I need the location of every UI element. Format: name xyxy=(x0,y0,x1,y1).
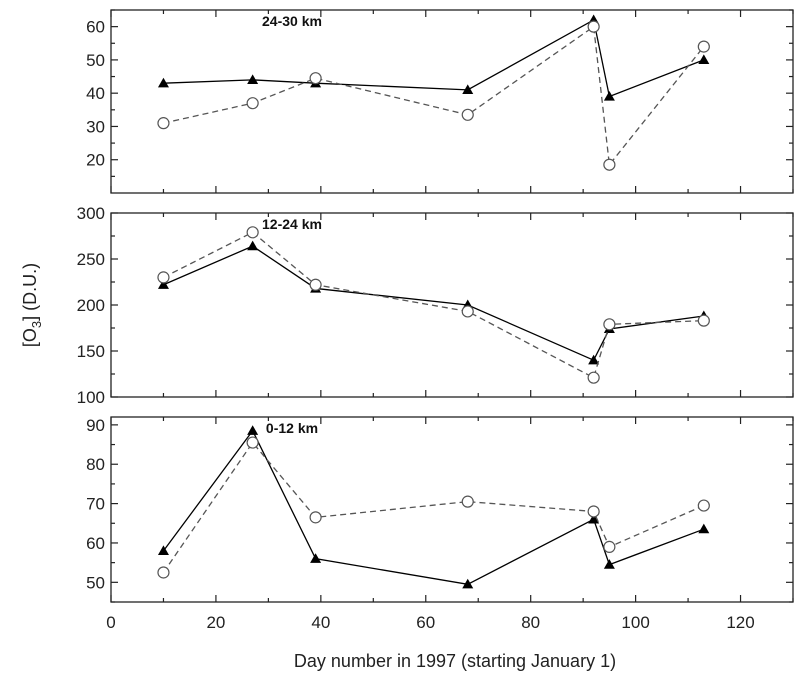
series-line-2 xyxy=(162,441,705,573)
triangle-marker xyxy=(247,240,259,251)
circle-marker xyxy=(157,117,170,130)
triangle-marker xyxy=(698,54,710,65)
x-tick-label: 40 xyxy=(311,613,330,632)
circle-marker xyxy=(309,511,322,524)
series-line-1 xyxy=(163,245,704,362)
y-label-subscript: 3 xyxy=(29,321,44,328)
circle-marker xyxy=(461,495,474,508)
y-tick-label: 50 xyxy=(86,573,105,592)
circle-marker xyxy=(587,20,600,33)
circle-marker xyxy=(587,505,600,518)
y-tick-label: 50 xyxy=(86,51,105,70)
panel-title: 0-12 km xyxy=(266,420,318,436)
triangle-marker xyxy=(247,425,259,435)
circle-marker xyxy=(246,97,259,110)
panel-title: 24-30 km xyxy=(262,13,322,29)
circle-marker xyxy=(157,566,170,579)
y-tick-label: 200 xyxy=(77,296,105,315)
panel-frame xyxy=(110,416,794,603)
y-tick-label: 150 xyxy=(77,342,105,361)
y-tick-label: 100 xyxy=(77,388,105,407)
y-tick-label: 60 xyxy=(86,534,105,553)
circle-marker xyxy=(603,318,616,331)
triangle-marker xyxy=(588,513,600,524)
triangle-marker xyxy=(588,354,600,365)
x-tick-label: 0 xyxy=(106,613,115,632)
y-tick-label: 70 xyxy=(86,495,105,514)
circle-marker xyxy=(603,158,616,171)
triangle-marker xyxy=(698,523,710,534)
triangle-marker xyxy=(157,279,169,289)
panel-1: 20 30 40 50 60 24-30 km xyxy=(86,9,794,194)
panel-3: 50 60 70 80 90 0-12 km xyxy=(86,416,794,603)
circle-marker xyxy=(697,499,710,512)
panel-frame xyxy=(110,9,794,194)
y-tick-label: 80 xyxy=(86,455,105,474)
x-tick-label: 20 xyxy=(206,613,225,632)
circle-marker xyxy=(461,108,474,121)
x-axis-label: Day number in 1997 (starting January 1) xyxy=(294,651,616,671)
triangle-marker xyxy=(462,578,474,589)
circle-marker xyxy=(697,40,710,53)
circle-marker xyxy=(697,314,710,327)
triangle-marker xyxy=(462,84,474,94)
y-axis-label: [O3] (D.U.) xyxy=(20,263,44,347)
y-tick-label: 300 xyxy=(77,204,105,223)
y-label-prefix: [O xyxy=(20,328,40,347)
triangle-marker xyxy=(603,559,615,569)
circle-marker xyxy=(246,226,259,239)
circle-marker xyxy=(157,271,170,284)
x-tick-label: 120 xyxy=(726,613,754,632)
y-tick-label: 250 xyxy=(77,250,105,269)
x-tick-label: 60 xyxy=(416,613,435,632)
triangle-marker xyxy=(157,545,169,555)
series-line-1 xyxy=(163,18,705,98)
triangle-marker xyxy=(157,77,169,88)
panel-title: 12-24 km xyxy=(262,216,322,232)
circle-marker xyxy=(309,278,322,291)
x-tick-label: 100 xyxy=(621,613,649,632)
triangle-marker xyxy=(247,74,259,84)
circle-marker xyxy=(246,436,259,449)
circle-marker xyxy=(603,540,616,553)
panel-frame xyxy=(110,212,794,398)
circle-marker xyxy=(309,72,322,85)
x-tick-label: 80 xyxy=(521,613,540,632)
series-line-2 xyxy=(163,231,704,379)
triangle-marker xyxy=(603,91,615,101)
y-label-suffix: ] (D.U.) xyxy=(20,263,40,321)
circle-marker xyxy=(461,305,474,318)
series-line-2 xyxy=(163,25,705,167)
triangle-marker xyxy=(310,553,322,563)
y-tick-label: 60 xyxy=(86,18,105,37)
y-tick-label: 30 xyxy=(86,117,105,136)
y-tick-label: 90 xyxy=(86,416,105,435)
y-tick-label: 20 xyxy=(86,151,105,170)
circle-marker xyxy=(587,371,600,384)
panel-2: 100 150 200 250 300 12-24 km xyxy=(77,204,794,407)
y-tick-label: 40 xyxy=(86,84,105,103)
